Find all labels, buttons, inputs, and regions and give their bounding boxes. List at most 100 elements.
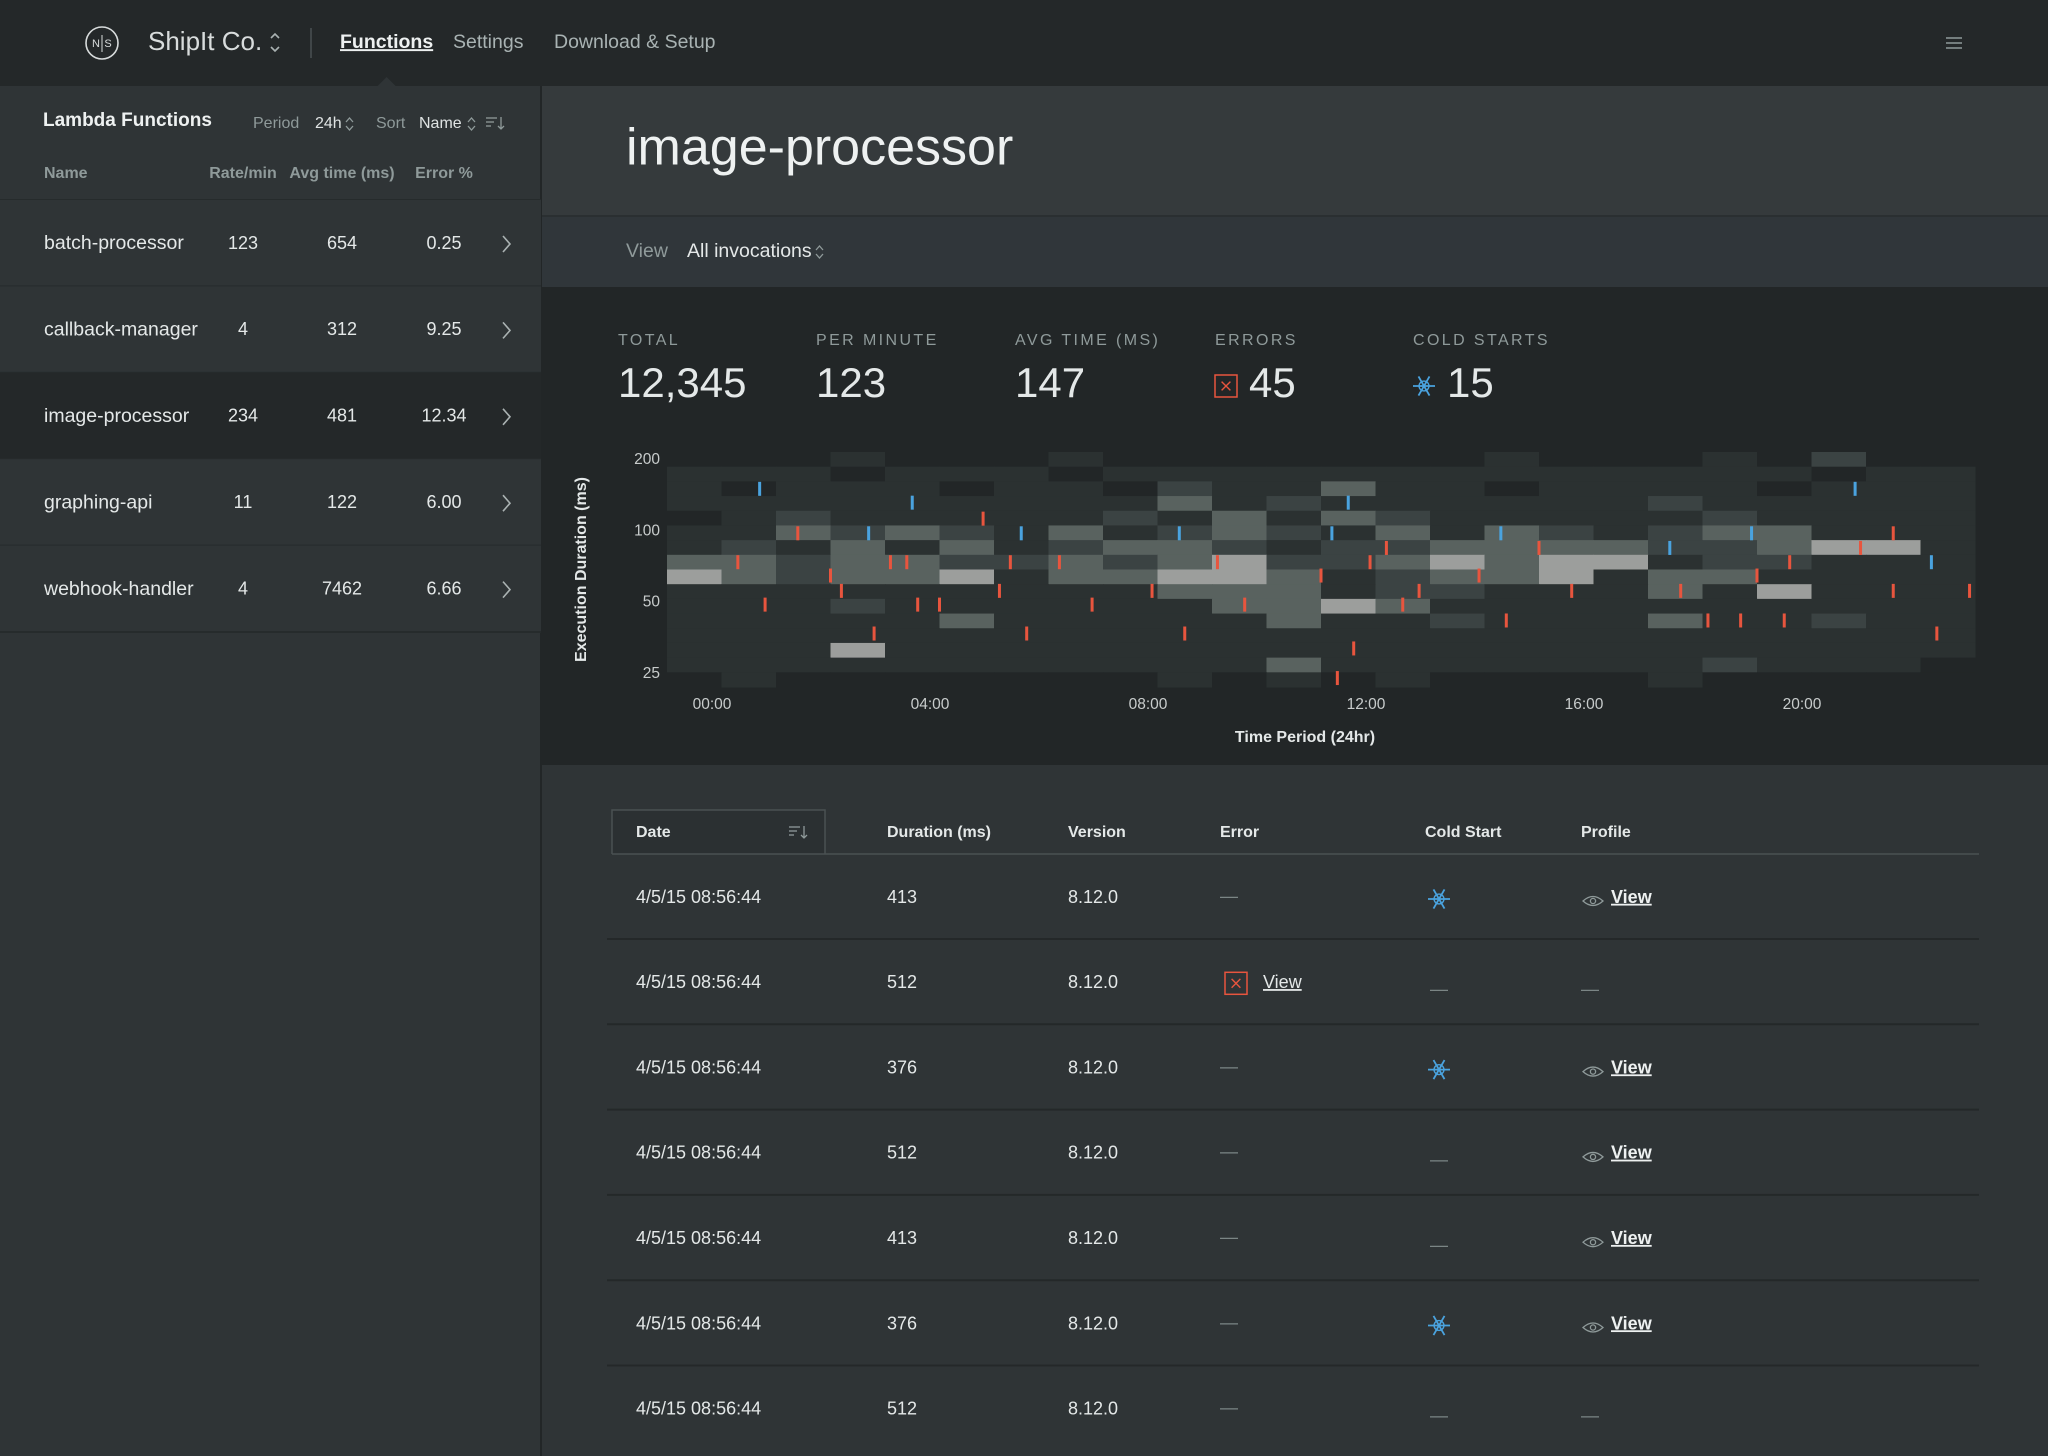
chevron[interactable]: [502, 408, 512, 426]
function-stat: 312: [327, 319, 357, 339]
function-row[interactable]: [0, 545, 541, 632]
function-row[interactable]: [0, 286, 541, 373]
profile-link[interactable]: View: [1611, 1228, 1653, 1248]
heatmap-cell: [885, 672, 940, 688]
table-cell: 413: [887, 887, 917, 907]
heatmap-cell: [1375, 554, 1431, 570]
brand[interactable]: ShipIt Co.: [148, 26, 262, 56]
cold-start-marker: [1346, 495, 1350, 510]
heatmap-cell: [1866, 672, 1921, 688]
heatmap-cell: [1811, 672, 1867, 688]
chevron[interactable]: [502, 581, 512, 599]
heatmap-cell: [1593, 613, 1649, 629]
row-selected[interactable]: [0, 372, 541, 460]
heatmap-cell: [939, 672, 995, 688]
table-cell: —: [1430, 1406, 1448, 1426]
error-marker: [1417, 583, 1421, 598]
profile-link[interactable]: View: [1611, 1057, 1653, 1077]
heatmap-cell: [1157, 466, 1213, 482]
menu-icon[interactable]: [1946, 37, 1962, 49]
cold-start-marker: [1668, 540, 1672, 555]
function-row[interactable]: [0, 459, 541, 546]
function-stat: 654: [327, 233, 357, 253]
sort-value[interactable]: Name: [419, 115, 462, 132]
heatmap-cell: [1920, 554, 1976, 570]
heatmap-cell: [721, 657, 777, 673]
sort-icon[interactable]: [800, 826, 808, 839]
heatmap-cell: [1757, 452, 1812, 468]
function-row[interactable]: [0, 200, 541, 287]
error-marker: [1335, 671, 1339, 686]
x-tick-label: 04:00: [911, 696, 950, 713]
heatmap-cell: [1212, 496, 1267, 512]
heatmap-cell: [1430, 525, 1485, 541]
heatmap-cell: [1212, 554, 1267, 570]
heatmap-cell: [667, 540, 722, 556]
logo[interactable]: [85, 26, 119, 60]
heatmap-cell: [1648, 466, 1703, 482]
heatmap-cell: [1702, 481, 1758, 497]
heatmap-cell: [994, 466, 1049, 482]
heatmap-cell: [1593, 672, 1649, 688]
heatmap-cell: [1212, 598, 1267, 615]
heatmap-cell: [1157, 540, 1213, 556]
heatmap-cell: [1539, 481, 1594, 497]
select-icon[interactable]: [467, 117, 476, 131]
heatmap-cell: [1157, 452, 1213, 468]
heatmap-cell: [721, 613, 777, 629]
heatmap-cell: [1593, 554, 1649, 570]
heatmap-cell: [1593, 466, 1649, 482]
heatmap-cell: [1702, 642, 1758, 659]
profile-link[interactable]: View: [1611, 1313, 1653, 1333]
table-cell: —: [1220, 1312, 1238, 1332]
heatmap-cell: [1811, 569, 1867, 585]
nav-link[interactable]: Functions: [340, 31, 433, 53]
brand-switch-icon[interactable]: [270, 32, 280, 53]
eye-icon: [1589, 1153, 1597, 1161]
heatmap-cell: [885, 510, 940, 526]
profile-link[interactable]: View: [1611, 887, 1653, 907]
heatmap-cell: [1212, 510, 1267, 526]
error-marker: [1368, 555, 1372, 570]
heatmap-cell: [885, 554, 940, 570]
heatmap-cell: [1321, 613, 1376, 629]
heatmap-cell: [1866, 540, 1921, 556]
table-header: Profile: [1581, 824, 1631, 841]
function-stat: 4: [238, 319, 248, 339]
stat-label: PER MINUTE: [816, 332, 939, 349]
period-value[interactable]: 24h: [315, 115, 342, 132]
heatmap-cell: [1157, 642, 1213, 659]
heatmap-cell: [1157, 598, 1213, 615]
heatmap-cell: [721, 525, 777, 541]
heatmap-cell: [1103, 569, 1158, 585]
table-header[interactable]: Date: [636, 824, 671, 841]
chevron[interactable]: [502, 321, 512, 339]
heatmap-cell: [1757, 598, 1812, 615]
select-icon[interactable]: [345, 117, 354, 131]
nav-link[interactable]: Download & Setup: [554, 31, 716, 53]
error-link[interactable]: View: [1263, 972, 1303, 992]
table-cell: 512: [887, 1399, 917, 1419]
heatmap-cell: [1593, 510, 1649, 526]
chevron[interactable]: [502, 235, 512, 253]
heatmap-cell: [1702, 628, 1758, 644]
cold-start-marker: [1330, 526, 1334, 541]
heatmap-cell: [1920, 510, 1976, 526]
snowflake-icon: [1418, 380, 1430, 392]
heatmap-cell: [1920, 672, 1976, 688]
heatmap-cell: [1593, 496, 1649, 512]
heatmap-cell: [1321, 569, 1376, 585]
heatmap-cell: [1212, 452, 1267, 468]
function-stat: 9.25: [426, 319, 461, 339]
view-select[interactable]: All invocations: [687, 240, 812, 262]
select-icon[interactable]: [815, 245, 824, 259]
nav-link[interactable]: Settings: [453, 31, 524, 53]
heatmap-cell: [1430, 540, 1485, 556]
profile-link[interactable]: View: [1611, 1143, 1653, 1163]
sort-icon[interactable]: [497, 117, 505, 130]
heatmap-cell: [1157, 496, 1213, 512]
cold-start-marker: [1853, 481, 1857, 496]
chevron[interactable]: [502, 494, 512, 512]
heatmap-cell: [1266, 554, 1322, 570]
heatmap-cell: [1212, 628, 1267, 644]
